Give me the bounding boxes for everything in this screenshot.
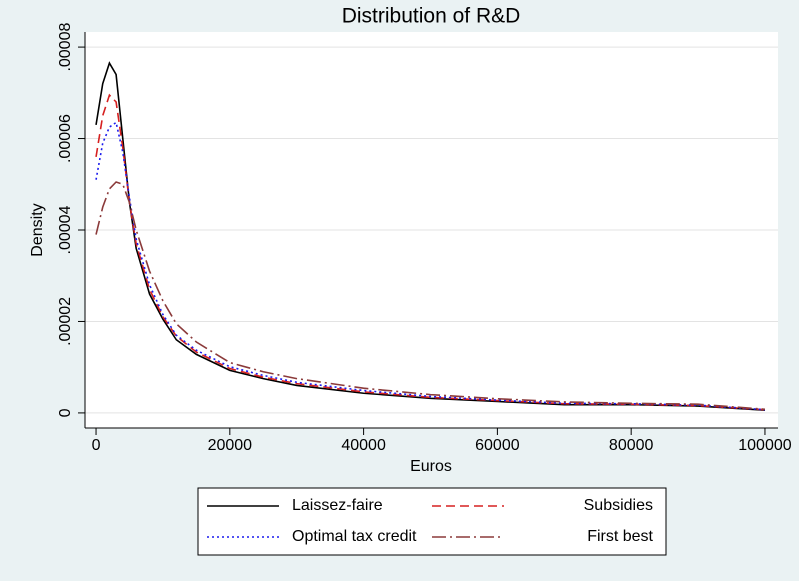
y-tick-label: .00004 (57, 205, 74, 254)
y-axis-title: Density (29, 203, 46, 256)
y-tick-label: 0 (57, 408, 74, 417)
legend-label: Subsidies (584, 497, 653, 514)
x-tick-label: 40000 (341, 437, 386, 454)
chart-title: Distribution of R&D (342, 5, 521, 28)
x-tick-label: 0 (92, 437, 101, 454)
series-line (95, 181, 766, 411)
series-line (95, 121, 766, 411)
series-line (95, 93, 766, 411)
x-axis-title: Euros (410, 458, 452, 475)
x-tick-label: 100000 (738, 437, 791, 454)
legend-label: First best (587, 528, 653, 545)
y-tick-label: .00008 (57, 23, 74, 72)
x-tick-label: 80000 (609, 437, 654, 454)
y-tick-label: .00006 (57, 114, 74, 163)
legend-label: Optimal tax credit (292, 528, 417, 545)
legend-label: Laissez-faire (292, 497, 383, 514)
legend-box (197, 487, 667, 556)
series-line (95, 61, 766, 411)
y-tick-label: .00002 (57, 297, 74, 346)
x-tick-label: 20000 (208, 437, 253, 454)
x-tick-label: 60000 (475, 437, 520, 454)
